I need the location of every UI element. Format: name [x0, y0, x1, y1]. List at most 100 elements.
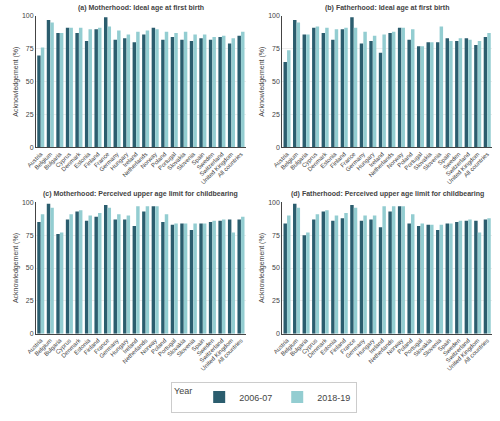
svg-text:Estonia: Estonia	[73, 337, 92, 356]
svg-text:United Kingdom: United Kingdom	[446, 337, 480, 371]
svg-text:25: 25	[272, 111, 280, 118]
svg-text:Finland: Finland	[329, 337, 347, 355]
svg-text:Estonia: Estonia	[319, 151, 338, 170]
svg-text:Denmark: Denmark	[307, 337, 329, 359]
svg-text:Portugal: Portugal	[403, 337, 423, 357]
svg-text:United Kingdom: United Kingdom	[446, 151, 480, 185]
svg-text:Hungary: Hungary	[109, 151, 129, 171]
svg-text:Switzerland: Switzerland	[199, 337, 225, 363]
svg-text:Slovenia: Slovenia	[422, 337, 443, 358]
svg-text:Poland: Poland	[396, 151, 413, 168]
svg-text:Hungary: Hungary	[355, 151, 375, 171]
svg-text:Austria: Austria	[272, 337, 290, 355]
svg-text:Spain: Spain	[437, 337, 452, 352]
svg-text:Cyprus: Cyprus	[55, 337, 73, 355]
svg-text:Bulgaria: Bulgaria	[43, 337, 63, 357]
svg-text:Slovenia: Slovenia	[176, 337, 197, 358]
svg-text:Norway: Norway	[139, 151, 158, 170]
svg-text:25: 25	[26, 297, 34, 304]
svg-text:50: 50	[26, 78, 34, 85]
svg-text:Belgium: Belgium	[280, 337, 300, 357]
svg-text:Slovakia: Slovakia	[166, 337, 187, 358]
svg-text:Sweden: Sweden	[442, 151, 462, 171]
svg-text:75: 75	[272, 45, 280, 52]
svg-text:75: 75	[26, 45, 34, 52]
svg-text:Cyprus: Cyprus	[55, 151, 73, 169]
svg-text:Poland: Poland	[396, 337, 413, 354]
svg-text:100: 100	[268, 199, 280, 206]
svg-text:Portugal: Portugal	[157, 337, 177, 357]
svg-text:France: France	[93, 151, 111, 169]
svg-text:0: 0	[30, 144, 34, 151]
svg-text:Germany: Germany	[344, 337, 366, 359]
svg-text:100: 100	[22, 12, 34, 19]
svg-text:United Kingdom: United Kingdom	[200, 337, 234, 371]
svg-text:Slovakia: Slovakia	[166, 151, 187, 172]
svg-text:Poland: Poland	[150, 337, 167, 354]
svg-text:Ireland: Ireland	[122, 337, 139, 354]
svg-text:Switzerland: Switzerland	[445, 151, 471, 177]
svg-text:Germany: Germany	[98, 151, 120, 173]
svg-text:Acknowledgement (%): Acknowledgement (%)	[258, 47, 266, 117]
svg-text:France: France	[339, 151, 357, 169]
svg-text:Poland: Poland	[150, 151, 167, 168]
svg-text:Cyprus: Cyprus	[301, 151, 319, 169]
svg-text:50: 50	[272, 78, 280, 85]
svg-text:France: France	[339, 337, 357, 355]
svg-text:Norway: Norway	[139, 337, 158, 356]
svg-text:Slovenia: Slovenia	[176, 151, 197, 172]
svg-text:Norway: Norway	[386, 151, 405, 170]
svg-text:Acknowledgement (%): Acknowledgement (%)	[258, 233, 266, 303]
svg-text:Slovenia: Slovenia	[422, 151, 443, 172]
svg-text:75: 75	[272, 232, 280, 239]
svg-text:Netherlands: Netherlands	[368, 337, 395, 364]
svg-text:Germany: Germany	[98, 337, 120, 359]
svg-text:Netherlands: Netherlands	[121, 337, 148, 364]
svg-text:(b) Fatherhood: Ideal age at f: (b) Fatherhood: Ideal age at first birth	[325, 4, 449, 12]
svg-text:Portugal: Portugal	[157, 151, 177, 171]
svg-text:Ireland: Ireland	[368, 337, 385, 354]
svg-text:Bulgaria: Bulgaria	[289, 151, 309, 171]
svg-text:Portugal: Portugal	[403, 151, 423, 171]
svg-text:Netherlands: Netherlands	[121, 151, 148, 178]
svg-text:Slovakia: Slovakia	[413, 151, 434, 172]
svg-text:Spain: Spain	[191, 151, 206, 166]
svg-text:Hungary: Hungary	[109, 337, 129, 357]
svg-text:Austria: Austria	[26, 337, 44, 355]
svg-text:Netherlands: Netherlands	[368, 151, 395, 178]
svg-text:Estonia: Estonia	[319, 337, 338, 356]
svg-text:100: 100	[22, 199, 34, 206]
svg-text:All countries: All countries	[216, 151, 243, 178]
svg-text:Austria: Austria	[272, 151, 290, 169]
svg-text:Finland: Finland	[83, 337, 101, 355]
svg-text:Finland: Finland	[329, 151, 347, 169]
svg-text:Switzerland: Switzerland	[199, 151, 225, 177]
svg-text:Austria: Austria	[26, 151, 44, 169]
svg-text:Hungary: Hungary	[355, 337, 375, 357]
svg-text:Slovakia: Slovakia	[413, 337, 434, 358]
svg-text:100: 100	[268, 12, 280, 19]
svg-text:Cyprus: Cyprus	[301, 337, 319, 355]
svg-text:25: 25	[26, 111, 34, 118]
svg-text:Bulgaria: Bulgaria	[289, 337, 309, 357]
svg-text:Ireland: Ireland	[122, 151, 139, 168]
svg-text:50: 50	[26, 264, 34, 271]
svg-text:Belgium: Belgium	[280, 151, 300, 171]
svg-text:France: France	[93, 337, 111, 355]
svg-text:(d) Fatherhood: Perceived uppe: (d) Fatherhood: Perceived upper age limi…	[291, 190, 484, 198]
svg-text:(c) Motherhood: Perceived uppe: (c) Motherhood: Perceived upper age limi…	[43, 190, 238, 198]
svg-text:(a) Motherhood: Ideal age at f: (a) Motherhood: Ideal age at first birth	[78, 4, 204, 12]
svg-text:Belgium: Belgium	[34, 151, 54, 171]
svg-text:Acknowledgement (%): Acknowledgement (%)	[12, 233, 20, 303]
svg-text:Germany: Germany	[344, 151, 366, 173]
svg-text:Sweden: Sweden	[196, 337, 216, 357]
svg-text:2006-07: 2006-07	[239, 393, 272, 403]
svg-text:Denmark: Denmark	[60, 150, 82, 172]
svg-text:Switzerland: Switzerland	[445, 337, 471, 363]
svg-text:All countries: All countries	[216, 337, 243, 364]
svg-text:Sweden: Sweden	[442, 337, 462, 357]
svg-text:Bulgaria: Bulgaria	[43, 151, 63, 171]
svg-text:Sweden: Sweden	[196, 151, 216, 171]
svg-text:All countries: All countries	[463, 151, 490, 178]
svg-text:All countries: All countries	[463, 337, 490, 364]
